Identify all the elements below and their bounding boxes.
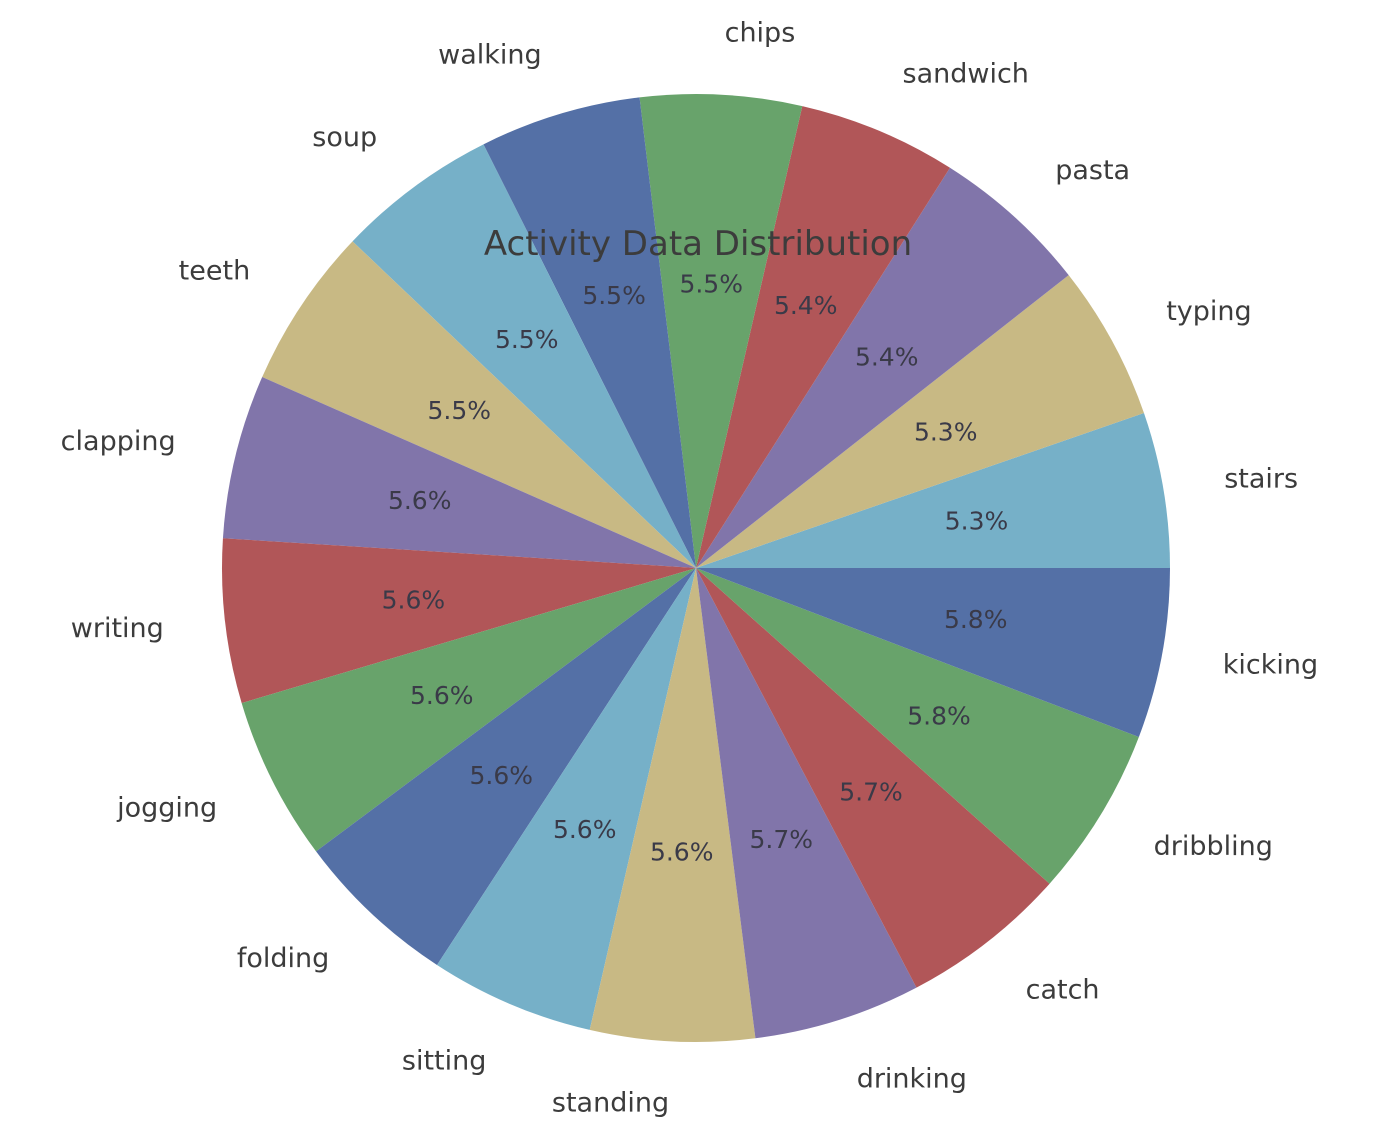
category-label-typing: typing	[1166, 296, 1251, 327]
pie-slice-kicking	[696, 568, 1170, 737]
pie-slice-catch	[696, 568, 1050, 988]
percentage-label-drinking: 5.7%	[750, 825, 814, 854]
pie-slice-standing	[589, 568, 756, 1042]
pie-slice-chips	[639, 93, 803, 569]
percentage-label-dribbling: 5.8%	[907, 701, 971, 730]
category-label-folding: folding	[237, 943, 329, 974]
percentage-label-sandwich: 5.4%	[774, 291, 838, 320]
percentage-label-walking: 5.5%	[582, 281, 646, 310]
category-label-chips: chips	[725, 18, 796, 49]
percentage-label-standing: 5.6%	[650, 838, 714, 867]
pie-slices	[222, 93, 1170, 1042]
percentage-label-sitting: 5.6%	[553, 815, 617, 844]
category-label-jogging: jogging	[116, 793, 217, 824]
category-label-dribbling: dribbling	[1154, 831, 1273, 862]
percentage-label-clapping: 5.6%	[388, 486, 452, 515]
pie-slice-writing	[222, 538, 696, 704]
percentage-labels: 5.3% 5.3% 5.4% 5.4% 5.5% 5.5% 5.5% 5.5% 5.6% 5.6%…	[382, 270, 1009, 867]
percentage-label-kicking: 5.8%	[944, 605, 1008, 634]
pie-slice-teeth	[262, 241, 696, 569]
category-label-sitting: sitting	[402, 1045, 487, 1076]
percentage-label-jogging: 5.6%	[410, 681, 474, 710]
pie-slice-soup	[352, 144, 696, 568]
category-label-teeth: teeth	[179, 256, 251, 287]
category-label-pasta: pasta	[1055, 155, 1130, 186]
percentage-label-writing: 5.6%	[382, 586, 446, 615]
pie-slice-typing	[696, 275, 1144, 568]
category-label-stairs: stairs	[1224, 464, 1298, 495]
percentage-label-stairs: 5.3%	[945, 506, 1009, 535]
percentage-label-soup: 5.5%	[495, 325, 559, 354]
category-label-drinking: drinking	[857, 1063, 967, 1094]
pie-slice-stairs	[696, 413, 1170, 568]
pie-slice-clapping	[222, 377, 696, 568]
category-label-standing: standing	[552, 1087, 669, 1118]
chart-title: Activity Data Distribution	[484, 224, 912, 264]
pie-slice-folding	[316, 568, 696, 965]
pie-slice-drinking	[696, 568, 917, 1039]
category-label-soup: soup	[312, 122, 377, 153]
pie-slice-walking	[483, 97, 696, 569]
pie-slice-sandwich	[696, 106, 950, 568]
category-label-clapping: clapping	[61, 426, 176, 457]
pie-slice-dribbling	[696, 568, 1139, 884]
percentage-label-chips: 5.5%	[679, 270, 743, 299]
pie-slice-jogging	[241, 568, 696, 852]
percentage-label-catch: 5.7%	[839, 778, 903, 807]
pie-slice-pasta	[696, 167, 1069, 569]
category-label-writing: writing	[71, 613, 164, 644]
category-labels: stairs typing pasta sandwich chips walking sou…	[61, 18, 1318, 1119]
pie-slice-sitting	[437, 568, 696, 1030]
percentage-label-teeth: 5.5%	[428, 396, 492, 425]
category-label-kicking: kicking	[1223, 650, 1318, 681]
percentage-label-folding: 5.6%	[470, 761, 534, 790]
category-label-sandwich: sandwich	[903, 58, 1029, 89]
percentage-label-typing: 5.3%	[914, 417, 978, 446]
category-label-walking: walking	[438, 40, 542, 71]
percentage-label-pasta: 5.4%	[855, 343, 919, 372]
category-label-catch: catch	[1026, 975, 1100, 1006]
